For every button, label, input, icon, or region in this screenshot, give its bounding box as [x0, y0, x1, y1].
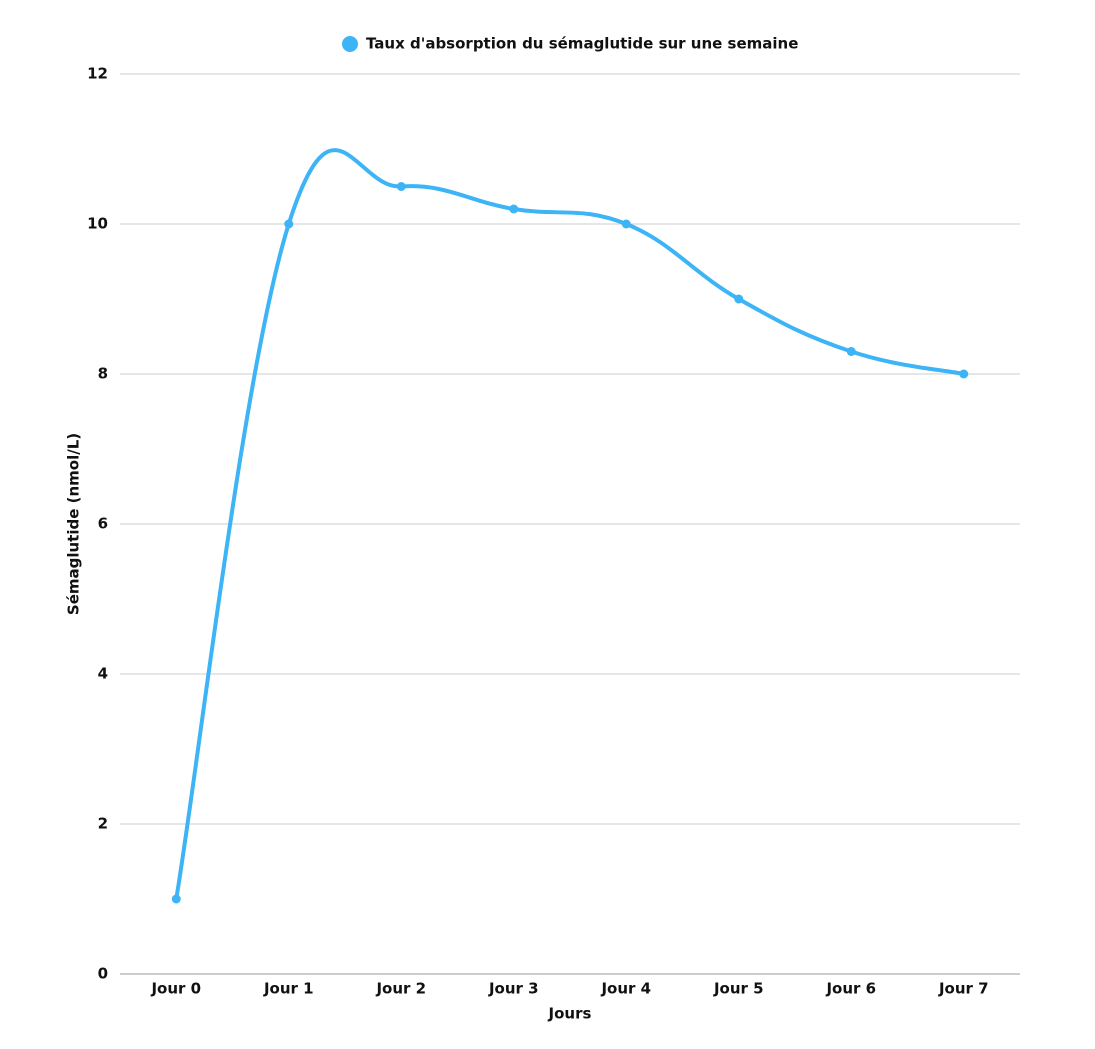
y-tick-label: 10 — [87, 215, 108, 233]
data-point — [734, 294, 744, 304]
x-tick-label: Jour 1 — [263, 980, 314, 998]
y-axis-label: Sémaglutide (nmol/L) — [65, 433, 83, 615]
data-point — [846, 347, 856, 356]
x-tick-label: Jour 7 — [938, 980, 989, 998]
y-tick-label: 2 — [98, 815, 108, 833]
y-tick-label: 12 — [87, 65, 108, 83]
y-tick-label: 0 — [98, 965, 108, 983]
data-point — [959, 369, 969, 379]
x-tick-label: Jour 5 — [713, 980, 764, 998]
data-point — [171, 894, 181, 904]
y-tick-label: 8 — [98, 365, 108, 383]
x-tick-label: Jour 4 — [600, 980, 651, 998]
data-point — [621, 219, 631, 229]
y-tick-label: 4 — [98, 665, 108, 683]
x-tick-label: Jour 2 — [375, 980, 426, 998]
legend-marker — [342, 36, 358, 52]
x-tick-label: Jour 0 — [150, 980, 201, 998]
x-tick-label: Jour 6 — [825, 980, 876, 998]
data-point — [396, 182, 406, 191]
x-tick-label: Jour 3 — [488, 980, 539, 998]
x-axis-label: Jours — [548, 1005, 592, 1023]
legend-label: Taux d'absorption du sémaglutide sur une… — [366, 35, 798, 53]
y-tick-label: 6 — [98, 515, 108, 533]
series-line — [174, 148, 965, 900]
data-point — [284, 219, 294, 229]
data-point — [509, 204, 519, 214]
